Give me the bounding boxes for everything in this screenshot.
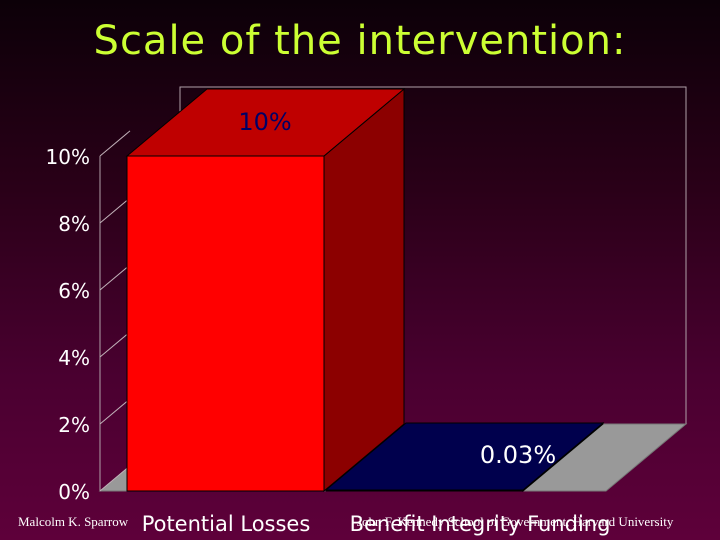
chart-y-tick-line xyxy=(99,398,131,425)
chart-y-tick-label: 10% xyxy=(46,145,90,169)
chart-y-tick-label: 8% xyxy=(58,212,90,236)
chart-y-tick-label: 4% xyxy=(58,346,90,370)
chart-y-tick-label: 6% xyxy=(58,279,90,303)
chart-bar-side xyxy=(323,87,405,493)
chart-bars xyxy=(125,87,605,493)
footer-source: John F. Kennedy School of Government, Ha… xyxy=(357,514,674,529)
chart-y-axis: 0% 2% 4% 6% 8% 10% xyxy=(46,130,131,504)
chart-data-label: 10% xyxy=(238,108,291,136)
chart-bar xyxy=(324,421,605,493)
chart-y-tick-line xyxy=(99,331,131,358)
chart-y-tick-line xyxy=(99,130,131,157)
footer-author: Malcolm K. Sparrow xyxy=(18,514,129,529)
chart-labels: 10% 0.03% Potential Losses Benefit Integrit… xyxy=(142,108,611,536)
chart-y-tick-line xyxy=(99,465,131,492)
chart-data-label: 0.03% xyxy=(480,441,556,469)
chart-y-tick-label: 0% xyxy=(58,480,90,504)
chart-category-label: Potential Losses xyxy=(142,512,311,536)
chart-bar xyxy=(125,87,406,493)
chart-bar-front xyxy=(325,489,524,492)
chart-category-label: Benefit Integrity Funding xyxy=(350,512,611,536)
chart-y-tick-line xyxy=(99,197,131,224)
chart-y-tick-line xyxy=(99,264,131,291)
chart-bar-front xyxy=(126,155,325,492)
slide-title: Scale of the intervention: xyxy=(93,18,627,64)
chart-y-tick-label: 2% xyxy=(58,413,90,437)
